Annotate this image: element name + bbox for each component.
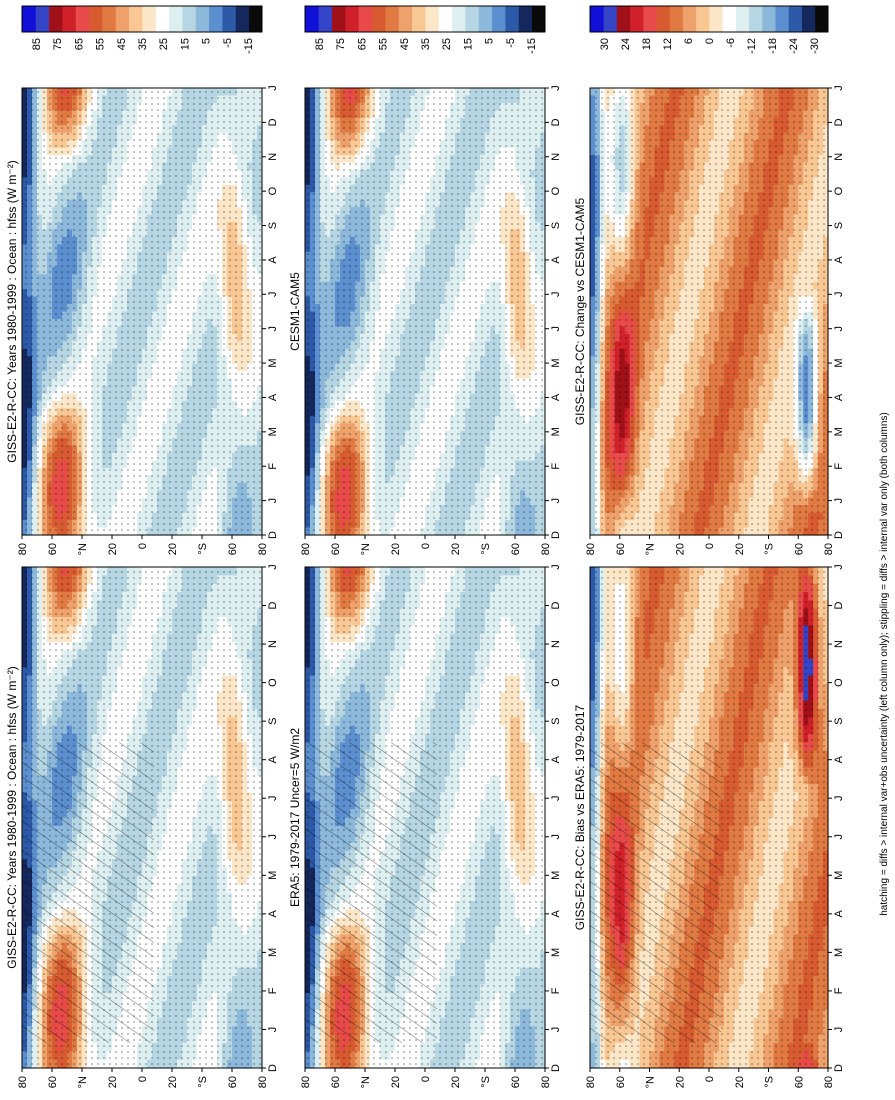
month-tick-label: J [267, 795, 279, 801]
month-tick-label: J [267, 564, 279, 570]
lat-tick-label: 20 [107, 1076, 119, 1088]
lat-tick-label: 60 [47, 1076, 59, 1088]
lat-tick-label: 0 [137, 1076, 149, 1082]
month-tick-label: M [267, 871, 279, 880]
month-tick-label: J [267, 834, 279, 840]
month-tick-label: A [267, 910, 279, 918]
panel-title: GISS-E2-R-CC: Years 1980-1999 : Ocean : … [5, 666, 19, 968]
month-tick-label: A [267, 755, 279, 763]
lat-tick-label: °N [77, 1076, 89, 1088]
month-tick-label: D [267, 1064, 279, 1072]
lat-tick-label: 80 [17, 1076, 29, 1088]
month-tick-label: O [267, 678, 279, 687]
month-tick-label: F [267, 987, 279, 994]
month-tick-label: J [267, 1027, 279, 1033]
hatch-overlay [22, 742, 154, 1043]
month-tick-label: N [267, 640, 279, 648]
lat-tick-label: 80 [257, 1076, 269, 1088]
lat-tick-label: °S [197, 1076, 209, 1088]
month-tick-label: D [267, 602, 279, 610]
month-tick-label: S [267, 717, 279, 724]
lat-tick-label: 60 [227, 1076, 239, 1088]
month-tick-label: M [267, 948, 279, 957]
panel-p1: 80 60 °N 20 0 20 °S 60 80 D J F M A M J J A S O N D J GISS-E2-R… [5, 564, 279, 1088]
panel-p2: 80 60 °N 20 0 20 °S 60 80DJFMAMJJASONDJGISS-E2-R… [5, 5, 279, 555]
lat-tick-label: 20 [167, 1076, 179, 1088]
